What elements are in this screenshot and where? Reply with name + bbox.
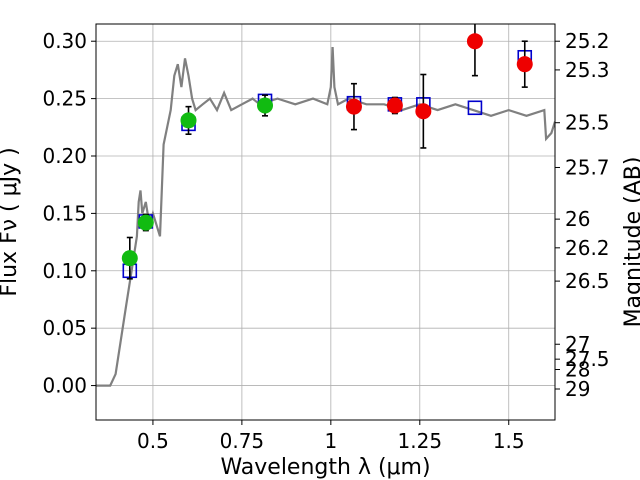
optical-data-point bbox=[180, 112, 197, 129]
infrared-data-point bbox=[415, 103, 432, 120]
infrared-data-point bbox=[516, 56, 533, 73]
plot-area bbox=[96, 24, 555, 387]
right-tick-label: 25.7 bbox=[565, 155, 610, 179]
infrared-data-point bbox=[466, 33, 483, 50]
y-tick-label: 0.10 bbox=[42, 259, 87, 283]
y-axis-right-label: Magnitude (AB) bbox=[621, 157, 640, 328]
y-tick-label: 0.15 bbox=[42, 201, 87, 225]
right-tick-label: 26.2 bbox=[565, 236, 610, 260]
right-tick-label: 25.5 bbox=[565, 111, 610, 135]
infrared-data-point bbox=[345, 98, 362, 115]
x-tick-label: 1.25 bbox=[398, 429, 443, 453]
model-spectrum-line bbox=[96, 46, 555, 387]
optical-data-point bbox=[257, 97, 274, 114]
grid-lines bbox=[96, 24, 555, 420]
right-tick-label: 27.5 bbox=[565, 347, 610, 371]
infrared-data-point bbox=[386, 97, 403, 114]
right-tick-label: 29 bbox=[565, 377, 590, 401]
y-tick-label: 0.25 bbox=[42, 87, 87, 111]
y-tick-label: 0.00 bbox=[42, 374, 87, 398]
y-tick-label: 0.05 bbox=[42, 316, 87, 340]
y-tick-label: 0.30 bbox=[42, 29, 87, 53]
x-tick-label: 0.75 bbox=[220, 429, 265, 453]
right-tick-label: 25.3 bbox=[565, 58, 610, 82]
right-tick-label: 28 bbox=[565, 357, 590, 381]
x-axis-label: Wavelength λ (μm) bbox=[220, 455, 430, 480]
x-tick-label: 1 bbox=[324, 429, 337, 453]
y-axis-left: 0.00 0.05 0.10 0.15 0.20 0.25 0.30 bbox=[42, 29, 96, 398]
y-axis-label: Flux Fν ( μJy ) bbox=[0, 147, 22, 296]
right-tick-label: 26.5 bbox=[565, 269, 610, 293]
x-tick-label: 0.5 bbox=[137, 429, 169, 453]
x-axis: 0.5 0.75 1 1.25 1.5 bbox=[137, 420, 525, 453]
y-tick-label: 0.20 bbox=[42, 144, 87, 168]
optical-data-point bbox=[137, 214, 154, 231]
plot-frame bbox=[95, 23, 556, 421]
model-photometry-marker bbox=[467, 100, 483, 116]
right-tick-label: 25.2 bbox=[565, 29, 610, 53]
x-tick-label: 1.5 bbox=[493, 429, 525, 453]
optical-data-point bbox=[121, 250, 138, 267]
right-tick-label: 26 bbox=[565, 207, 590, 231]
right-tick-label: 27 bbox=[565, 332, 590, 356]
